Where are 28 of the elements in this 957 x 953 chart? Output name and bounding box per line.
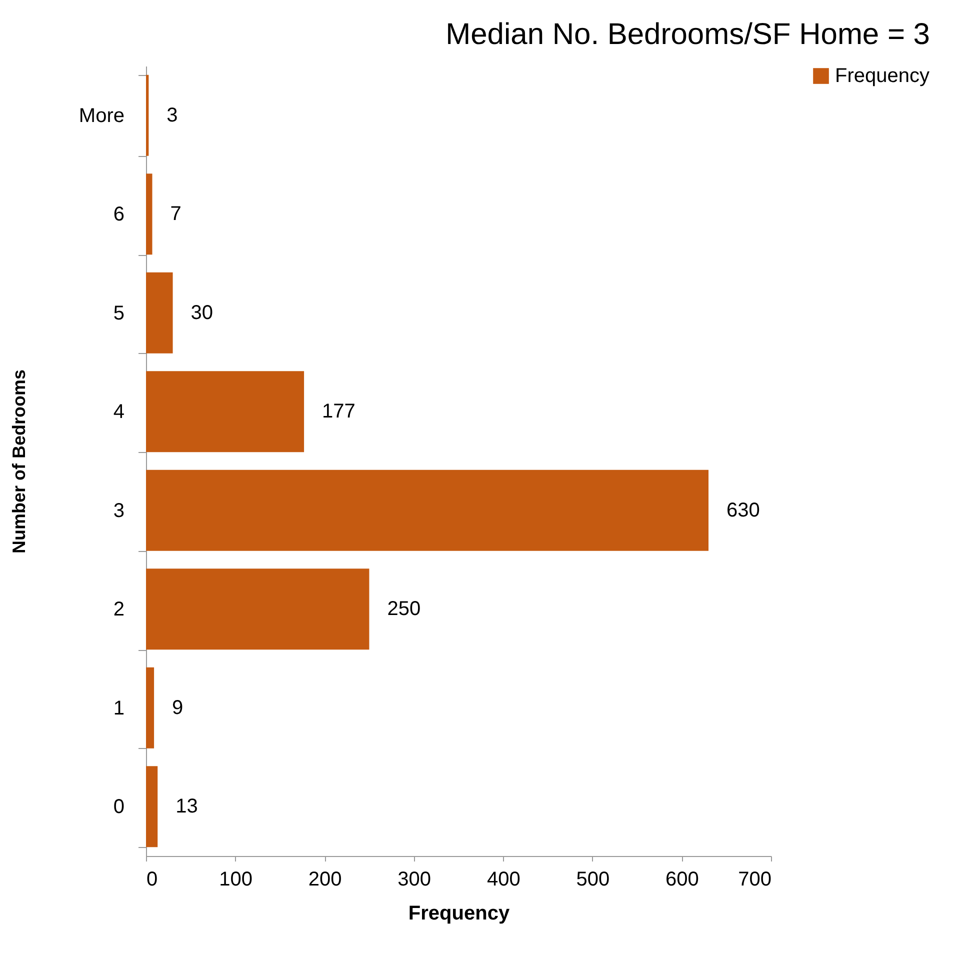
x-tick-label: 700 <box>738 868 772 890</box>
x-tick-label: 600 <box>666 868 699 890</box>
x-tick-label: 400 <box>486 868 520 890</box>
data-label: 250 <box>387 598 421 620</box>
y-tick-label: More <box>78 104 124 127</box>
legend-label: Frequency <box>835 65 930 87</box>
data-label: 9 <box>172 696 184 719</box>
x-tick-label: 500 <box>576 868 610 890</box>
y-tick-label: 5 <box>113 302 124 324</box>
x-tick-label: 300 <box>398 868 432 890</box>
data-label: 177 <box>322 400 356 423</box>
x-axis-title: Frequency <box>408 902 510 924</box>
y-axis-title: Number of Bedrooms <box>8 369 29 554</box>
data-label: 630 <box>726 499 760 522</box>
y-tick-label: 3 <box>113 500 124 522</box>
x-tick-label: 100 <box>219 868 252 890</box>
y-tick-label: 1 <box>113 697 124 720</box>
data-label: 3 <box>166 104 178 126</box>
data-label: 30 <box>190 302 214 324</box>
y-tick-label: 6 <box>113 204 124 226</box>
y-tick-label: 2 <box>113 598 124 621</box>
x-tick-label: 200 <box>308 868 342 890</box>
y-tick-label: 0 <box>113 796 124 818</box>
y-tick-label: 4 <box>113 401 124 424</box>
data-label: 13 <box>176 796 198 818</box>
x-tick-label: 0 <box>146 868 158 890</box>
chart-title: Median No. Bedrooms/SF Home = 3 <box>446 18 930 51</box>
data-label: 7 <box>170 203 182 226</box>
